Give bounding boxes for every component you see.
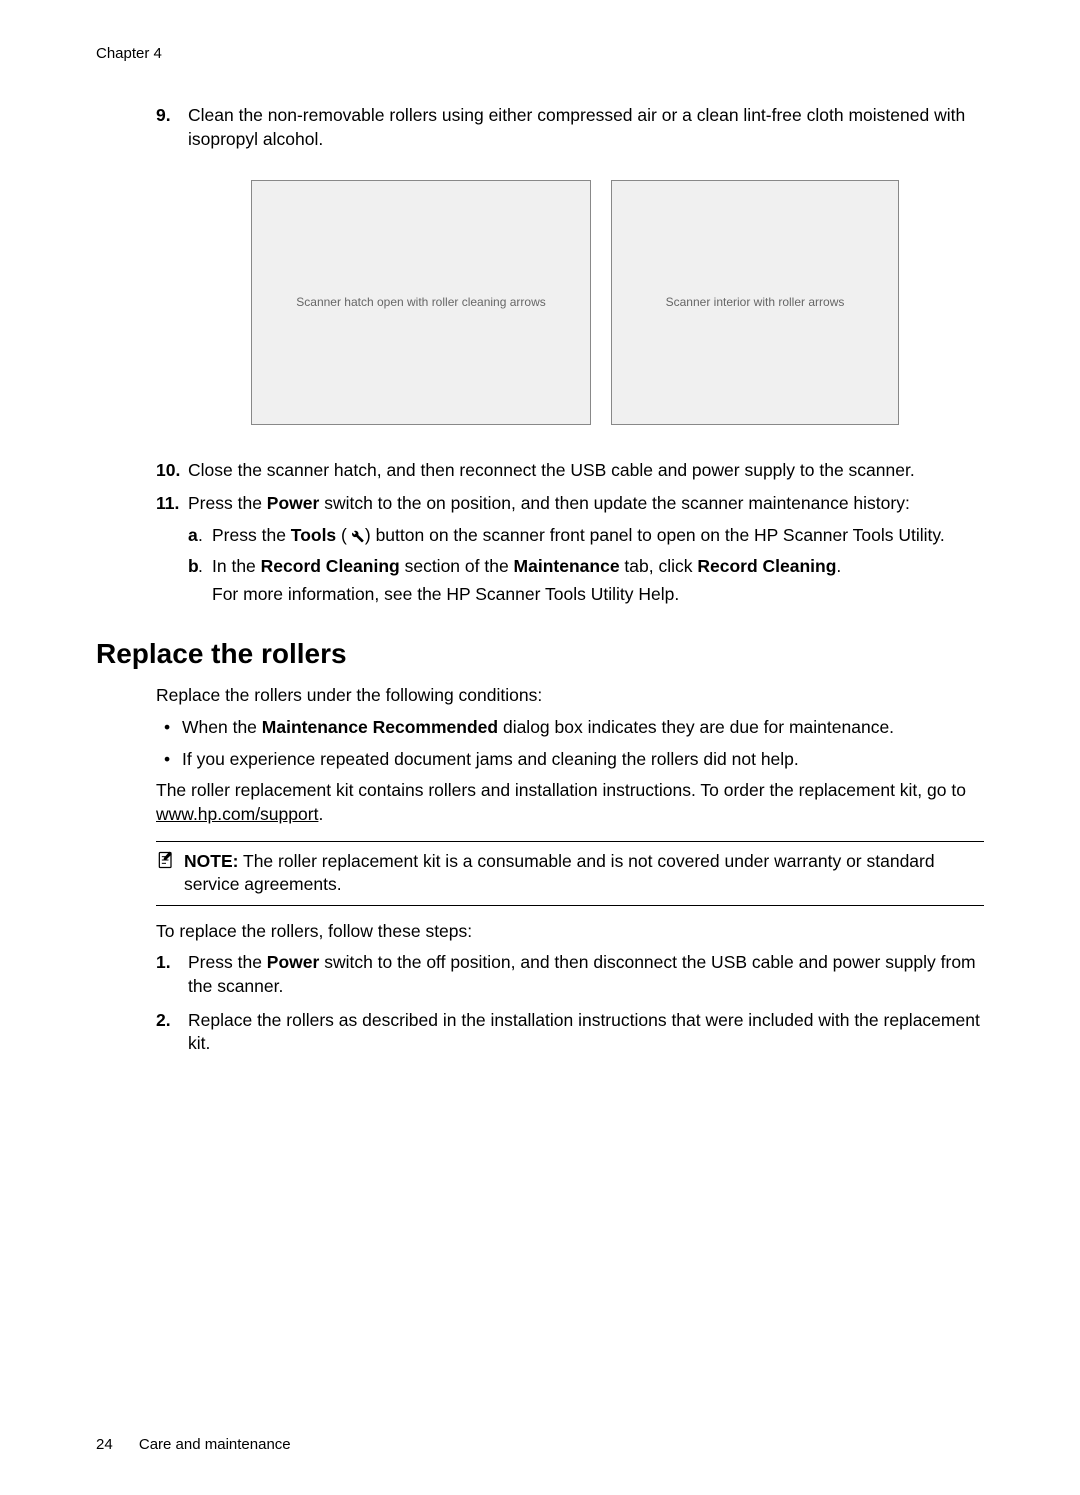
list-item: If you experience repeated document jams… — [156, 748, 984, 772]
step-number: 11. — [156, 492, 179, 516]
section-body: Replace the rollers under the following … — [156, 684, 984, 1056]
illustration-row: Scanner hatch open with roller cleaning … — [166, 180, 984, 425]
page-number: 24 — [96, 1436, 113, 1453]
step-11: 11. Press the Power switch to the on pos… — [156, 492, 984, 607]
note-text: NOTE: The roller replacement kit is a co… — [156, 850, 984, 897]
footer-title: Care and maintenance — [139, 1436, 291, 1453]
step-text: Press the Power switch to the on positio… — [188, 493, 910, 513]
substep-letter: a — [188, 524, 198, 548]
substep-text: In the Record Cleaning section of the Ma… — [212, 556, 841, 576]
page-footer: 24 Care and maintenance — [96, 1435, 291, 1455]
illustration-scanner-interior: Scanner interior with roller arrows — [611, 180, 899, 425]
steps-list-top: 9. Clean the non-removable rollers using… — [156, 104, 984, 151]
note-icon — [156, 850, 176, 876]
substeps-list: a. Press the Tools () button on the scan… — [188, 524, 984, 607]
replace-step-2: 2. Replace the rollers as described in t… — [156, 1009, 984, 1056]
illustration-scanner-hatch: Scanner hatch open with roller cleaning … — [251, 180, 591, 425]
steps-list-continued: 10. Close the scanner hatch, and then re… — [156, 459, 984, 607]
replace-step-1: 1. Press the Power switch to the off pos… — [156, 951, 984, 998]
step-9: 9. Clean the non-removable rollers using… — [156, 104, 984, 151]
order-kit-text: The roller replacement kit contains roll… — [156, 779, 984, 826]
list-item: When the Maintenance Recommended dialog … — [156, 716, 984, 740]
conditions-list: When the Maintenance Recommended dialog … — [156, 716, 984, 771]
section-heading: Replace the rollers — [96, 635, 984, 673]
note-box: NOTE: The roller replacement kit is a co… — [156, 841, 984, 906]
tools-icon — [347, 526, 365, 544]
step-number: 10. — [156, 459, 180, 483]
step-text: Clean the non-removable rollers using ei… — [188, 105, 965, 149]
replace-steps-list: 1. Press the Power switch to the off pos… — [156, 951, 984, 1056]
step-number: 1. — [156, 951, 171, 975]
intro-text: Replace the rollers under the following … — [156, 684, 984, 708]
replace-intro: To replace the rollers, follow these ste… — [156, 920, 984, 944]
step-text: Press the Power switch to the off positi… — [188, 952, 976, 996]
step-number: 2. — [156, 1009, 171, 1033]
substep-text: Press the Tools () button on the scanner… — [212, 525, 945, 545]
support-link[interactable]: www.hp.com/support — [156, 804, 318, 824]
substep-a: a. Press the Tools () button on the scan… — [188, 524, 984, 548]
step-10: 10. Close the scanner hatch, and then re… — [156, 459, 984, 483]
step-text: Replace the rollers as described in the … — [188, 1010, 980, 1054]
step-number: 9. — [156, 104, 171, 128]
substep-extra-line: For more information, see the HP Scanner… — [212, 583, 984, 607]
substep-b: b. In the Record Cleaning section of the… — [188, 555, 984, 606]
chapter-header: Chapter 4 — [96, 44, 984, 64]
step-text: Close the scanner hatch, and then reconn… — [188, 460, 915, 480]
